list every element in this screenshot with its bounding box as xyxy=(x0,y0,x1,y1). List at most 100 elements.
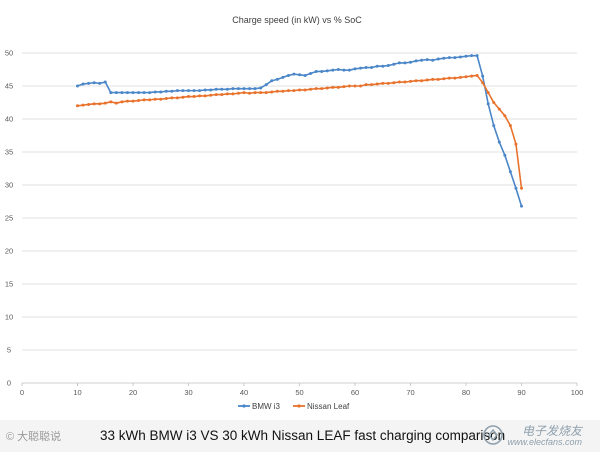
data-point-bmw-i3 xyxy=(192,89,196,93)
caption-bar: © 大聪聪说 33 kWh BMW i3 VS 30 kWh Nissan LE… xyxy=(0,420,600,452)
data-point-bmw-i3 xyxy=(442,56,446,60)
data-point-bmw-i3 xyxy=(270,79,274,83)
data-point-nissan-leaf xyxy=(464,75,468,79)
y-tick-label: 25 xyxy=(5,214,13,223)
data-point-nissan-leaf xyxy=(259,91,263,95)
data-point-nissan-leaf xyxy=(103,101,107,105)
data-point-nissan-leaf xyxy=(514,142,518,146)
data-point-nissan-leaf xyxy=(131,99,135,103)
data-point-nissan-leaf xyxy=(492,101,496,104)
data-point-bmw-i3 xyxy=(514,186,518,190)
data-point-bmw-i3 xyxy=(98,81,102,85)
data-point-bmw-i3 xyxy=(436,57,440,61)
data-point-bmw-i3 xyxy=(425,58,429,62)
data-point-bmw-i3 xyxy=(520,204,523,208)
data-point-nissan-leaf xyxy=(436,77,440,81)
data-point-nissan-leaf xyxy=(325,86,329,90)
data-point-bmw-i3 xyxy=(164,89,168,93)
data-point-bmw-i3 xyxy=(481,74,485,78)
data-point-nissan-leaf xyxy=(303,88,307,92)
data-point-nissan-leaf xyxy=(159,97,163,101)
data-point-bmw-i3 xyxy=(120,91,124,95)
data-point-bmw-i3 xyxy=(492,124,496,128)
data-point-nissan-leaf xyxy=(508,124,512,128)
data-point-nissan-leaf xyxy=(386,81,390,85)
data-point-nissan-leaf xyxy=(425,78,429,82)
data-point-bmw-i3 xyxy=(225,87,229,91)
data-point-bmw-i3 xyxy=(181,89,185,93)
y-tick-label: 35 xyxy=(5,148,13,157)
data-point-bmw-i3 xyxy=(170,89,174,93)
data-point-bmw-i3 xyxy=(336,68,340,71)
data-point-nissan-leaf xyxy=(475,73,479,77)
data-point-nissan-leaf xyxy=(370,83,374,87)
data-point-bmw-i3 xyxy=(403,61,407,65)
data-point-bmw-i3 xyxy=(475,54,479,58)
data-point-bmw-i3 xyxy=(397,61,401,65)
data-point-nissan-leaf xyxy=(209,93,213,97)
data-point-bmw-i3 xyxy=(125,91,129,95)
data-point-nissan-leaf xyxy=(347,84,351,88)
watermark-right-url: www.elecfans.com xyxy=(507,437,582,447)
x-tick-label: 20 xyxy=(129,388,137,397)
y-tick-label: 40 xyxy=(5,115,13,124)
x-tick-label: 60 xyxy=(351,388,359,397)
axes: 0 5 10 15 20 25 30 35 40 45 50 0 10 20 30 40 50 60 70 80 90 1… xyxy=(5,49,583,398)
data-point-nissan-leaf xyxy=(314,87,318,91)
x-tick-label: 70 xyxy=(406,388,414,397)
legend-marker-nissan-leaf xyxy=(297,404,301,408)
data-point-nissan-leaf xyxy=(497,107,501,111)
data-point-bmw-i3 xyxy=(264,83,268,87)
data-point-nissan-leaf xyxy=(187,95,190,99)
data-point-bmw-i3 xyxy=(209,88,213,92)
data-point-bmw-i3 xyxy=(259,86,263,90)
data-point-nissan-leaf xyxy=(275,89,279,93)
watermark-left: © 大聪聪说 xyxy=(6,431,62,443)
data-point-nissan-leaf xyxy=(192,95,196,99)
data-point-nissan-leaf xyxy=(414,79,418,83)
data-point-bmw-i3 xyxy=(142,91,146,95)
data-point-nissan-leaf xyxy=(470,74,474,78)
legend: BMW i3 Nissan Leaf xyxy=(238,402,350,411)
data-point-nissan-leaf xyxy=(353,84,357,88)
data-point-bmw-i3 xyxy=(353,67,357,71)
x-tick-label: 10 xyxy=(73,388,81,397)
data-point-nissan-leaf xyxy=(142,98,146,102)
data-point-bmw-i3 xyxy=(320,69,324,73)
data-point-nissan-leaf xyxy=(409,79,412,83)
data-point-nissan-leaf xyxy=(392,81,396,85)
data-point-nissan-leaf xyxy=(175,96,179,100)
data-point-nissan-leaf xyxy=(231,92,235,96)
data-point-bmw-i3 xyxy=(409,60,412,64)
data-point-bmw-i3 xyxy=(370,66,374,70)
data-point-nissan-leaf xyxy=(520,186,523,190)
y-tick-label: 10 xyxy=(5,313,13,322)
legend-item-nissan-leaf: Nissan Leaf xyxy=(293,402,350,411)
y-tick-label: 50 xyxy=(5,49,13,58)
data-point-nissan-leaf xyxy=(503,114,507,118)
data-point-bmw-i3 xyxy=(381,64,385,68)
data-point-bmw-i3 xyxy=(386,64,390,68)
y-tick-label: 20 xyxy=(5,247,13,256)
data-point-bmw-i3 xyxy=(359,66,363,70)
data-point-nissan-leaf xyxy=(92,102,96,106)
watermark-logo-icon xyxy=(483,425,503,445)
series-nissan-leaf xyxy=(76,73,523,190)
data-point-nissan-leaf xyxy=(153,97,157,101)
data-point-nissan-leaf xyxy=(298,88,301,92)
data-point-bmw-i3 xyxy=(159,90,163,94)
data-point-nissan-leaf xyxy=(458,75,462,79)
data-point-nissan-leaf xyxy=(309,87,313,91)
data-point-nissan-leaf xyxy=(114,101,118,105)
chart-background xyxy=(0,0,600,420)
x-tick-label: 90 xyxy=(517,388,525,397)
data-point-nissan-leaf xyxy=(120,100,124,104)
data-point-bmw-i3 xyxy=(309,71,313,75)
y-tick-label: 45 xyxy=(5,82,13,91)
data-point-nissan-leaf xyxy=(375,82,379,86)
data-point-bmw-i3 xyxy=(137,91,141,95)
data-point-nissan-leaf xyxy=(281,89,285,93)
data-point-nissan-leaf xyxy=(270,90,274,94)
x-tick-label: 100 xyxy=(571,388,584,397)
